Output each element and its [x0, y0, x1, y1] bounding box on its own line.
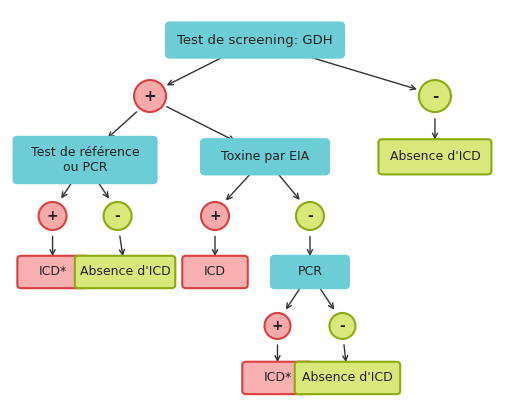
FancyBboxPatch shape [378, 139, 491, 174]
FancyBboxPatch shape [17, 256, 88, 288]
Ellipse shape [329, 313, 355, 339]
Text: Absence d'ICD: Absence d'ICD [301, 371, 392, 384]
FancyBboxPatch shape [201, 139, 328, 174]
Ellipse shape [201, 202, 229, 230]
Ellipse shape [418, 80, 450, 112]
FancyBboxPatch shape [270, 256, 348, 288]
Text: ICD*: ICD* [263, 371, 291, 384]
Text: -: - [431, 89, 437, 104]
Text: ICD*: ICD* [38, 266, 67, 279]
Text: Absence d'ICD: Absence d'ICD [389, 150, 479, 163]
FancyBboxPatch shape [75, 256, 175, 288]
Text: Test de screening: GDH: Test de screening: GDH [177, 33, 332, 47]
Ellipse shape [39, 202, 67, 230]
Text: +: + [209, 209, 220, 223]
Ellipse shape [134, 80, 166, 112]
Text: ICD: ICD [204, 266, 225, 279]
Text: Absence d'ICD: Absence d'ICD [79, 266, 170, 279]
Text: Toxine par EIA: Toxine par EIA [220, 150, 308, 163]
FancyBboxPatch shape [14, 137, 156, 183]
FancyBboxPatch shape [294, 362, 400, 394]
Text: +: + [271, 319, 282, 333]
Text: Test de référence
ou PCR: Test de référence ou PCR [31, 146, 139, 174]
FancyBboxPatch shape [166, 22, 343, 58]
Ellipse shape [295, 202, 323, 230]
Ellipse shape [264, 313, 290, 339]
Text: -: - [339, 319, 345, 333]
Text: +: + [144, 89, 156, 104]
Text: -: - [115, 209, 120, 223]
FancyBboxPatch shape [182, 256, 247, 288]
Text: -: - [306, 209, 312, 223]
FancyBboxPatch shape [242, 362, 312, 394]
Ellipse shape [103, 202, 131, 230]
Text: +: + [47, 209, 58, 223]
Text: PCR: PCR [297, 266, 322, 279]
